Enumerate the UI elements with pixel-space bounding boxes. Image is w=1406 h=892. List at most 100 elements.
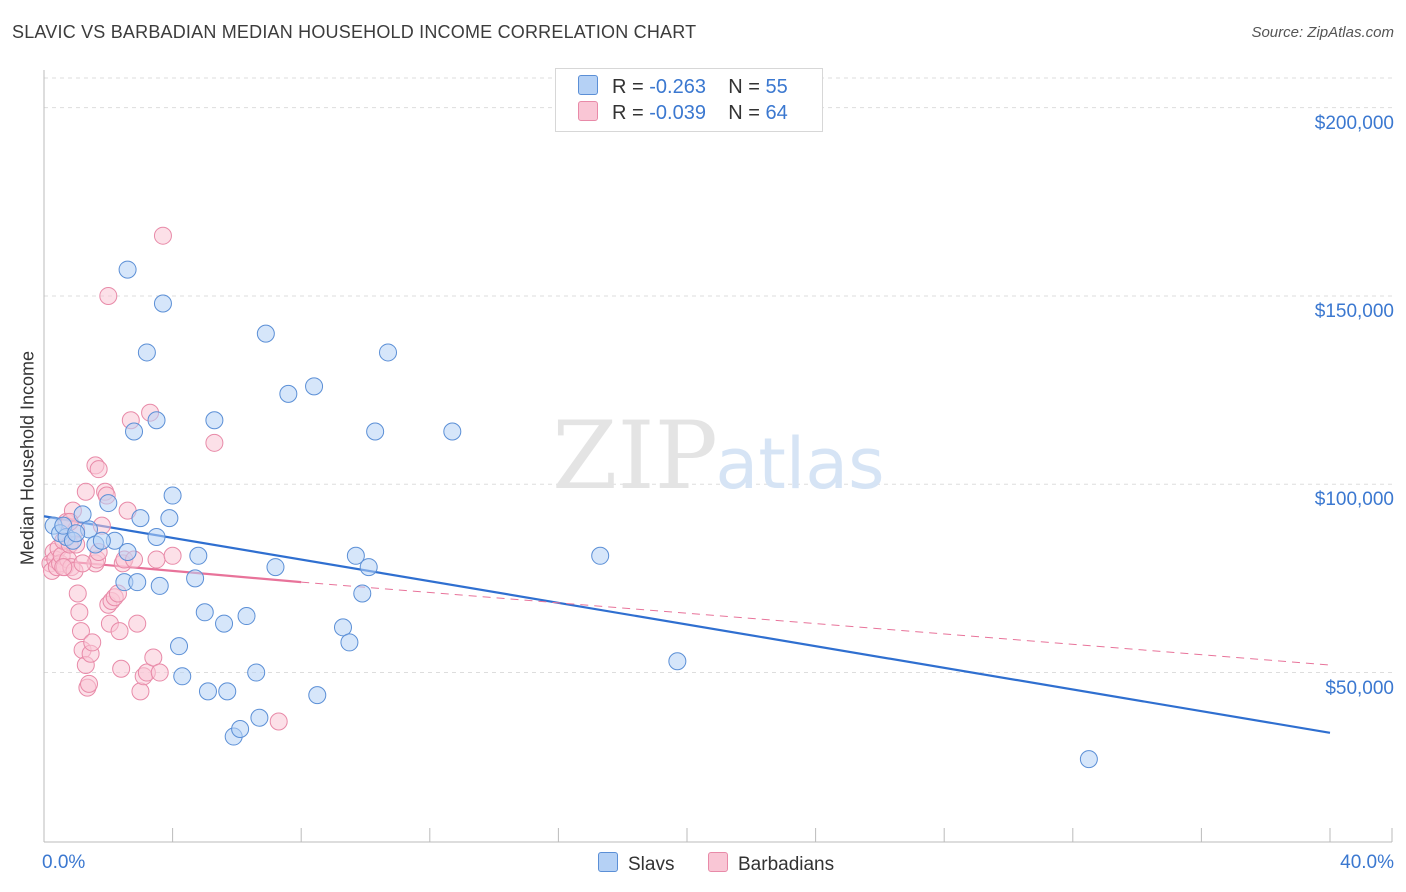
slavs-point (128, 573, 147, 592)
barbadians-point (99, 286, 118, 305)
slavs-point (99, 494, 118, 513)
slavs-point (218, 682, 237, 701)
y-axis-label: Median Household Income (17, 350, 38, 566)
chart-title: SLAVIC VS BARBADIAN MEDIAN HOUSEHOLD INC… (12, 22, 697, 42)
slavs-point (250, 708, 269, 727)
axes (43, 70, 1393, 843)
barbadians-point (147, 550, 166, 569)
legend-row-slavs: R = -0.263 N = 55 (578, 75, 788, 101)
barbadians-point (70, 603, 89, 622)
slavs-point (147, 411, 166, 430)
y-tick-label: $50,000 (1325, 677, 1394, 699)
x-tick-label-min: 0.0% (42, 852, 86, 873)
barbadians-point (71, 622, 90, 641)
slavs-swatch (578, 75, 598, 95)
slavs-point (153, 294, 172, 313)
x-tick-label-max: 40.0% (1340, 852, 1394, 873)
slavs-point (189, 546, 208, 565)
slavs-point (170, 637, 189, 656)
slavs-point (266, 558, 285, 577)
watermark-zip: ZIP (552, 402, 718, 511)
slavs-point (67, 524, 86, 543)
slavs-point (125, 422, 144, 441)
slavs-point (198, 682, 217, 701)
slavs-point (195, 603, 214, 622)
slavs-point (333, 618, 352, 637)
slavs-swatch (598, 852, 618, 872)
slavs-point (353, 584, 372, 603)
legend-r-label: R = (612, 76, 644, 98)
slavs-point (346, 546, 365, 565)
slavs-point (92, 531, 111, 550)
barbadians-point (163, 546, 182, 565)
y-tick-label: $200,000 (1314, 112, 1394, 134)
slavs-point (305, 377, 324, 396)
barbadians-trend-extension (301, 581, 1331, 666)
slavs-point (366, 422, 385, 441)
slavs-point (591, 546, 610, 565)
slavs-point (118, 543, 137, 562)
barbadians-point (269, 712, 288, 731)
slavs-points (44, 260, 1098, 769)
barbadians-point (76, 482, 95, 501)
watermark-atlas: atlas (715, 423, 884, 505)
slavs-point (137, 343, 156, 362)
barbadians-point (205, 433, 224, 452)
barbadians-point (89, 460, 108, 479)
barbadians-point (150, 663, 169, 682)
bottom-legend-slavs: Slavs (598, 852, 674, 876)
slavs-point (237, 607, 256, 626)
barbadians-point (128, 614, 147, 633)
slavs-point (150, 576, 169, 595)
legend-row-barbadians: R = -0.039 N = 64 (578, 101, 788, 127)
slavs-point (131, 509, 150, 528)
slavs-point (256, 324, 275, 343)
barbadians-point (73, 554, 92, 573)
barbadians-point (144, 648, 163, 667)
slavs-point (1079, 750, 1098, 769)
slavs-point (668, 652, 687, 671)
trend-lines (43, 515, 1331, 734)
barbadians-point (54, 558, 73, 577)
barbadians-swatch (708, 852, 728, 872)
bottom-legend-barbadians-label: Barbadians (738, 854, 835, 875)
slavs-trend-line (43, 515, 1331, 734)
correlation-legend: R = -0.263 N = 55 R = -0.039 N = 64 (555, 68, 823, 132)
slavs-point (308, 686, 327, 705)
slavs-point (231, 720, 250, 739)
bottom-legend-slavs-label: Slavs (628, 854, 675, 875)
legend-n-value-barbadians: 64 (765, 102, 788, 124)
watermark: ZIP atlas (552, 402, 884, 511)
legend-r-value-barbadians: -0.039 (649, 102, 706, 124)
bottom-legend-barbadians: Barbadians (708, 852, 834, 876)
barbadians-point (110, 622, 129, 641)
slavs-point (379, 343, 398, 362)
slavs-point (247, 663, 266, 682)
barbadians-points (41, 226, 288, 731)
barbadians-point (153, 226, 172, 245)
slavs-point (160, 509, 179, 528)
barbadians-point (112, 659, 131, 678)
slavs-point (205, 411, 224, 430)
legend-n-label: N = (728, 76, 760, 98)
slavs-point (359, 558, 378, 577)
slavs-point (443, 422, 462, 441)
slavs-point (215, 614, 234, 633)
slavs-point (118, 260, 137, 279)
slavs-point (163, 486, 182, 505)
barbadians-point (80, 674, 99, 693)
grid-lines (44, 77, 1392, 674)
slavs-point (173, 667, 192, 686)
legend-r-value-slavs: -0.263 (649, 76, 706, 98)
slavs-point (186, 569, 205, 588)
slavs-point (73, 505, 92, 524)
barbadians-point (68, 584, 87, 603)
source-label: Source: ZipAtlas.com (1251, 24, 1394, 41)
legend-r-label: R = (612, 102, 644, 124)
barbadians-point (131, 682, 150, 701)
barbadians-point (83, 633, 102, 652)
slavs-point (147, 527, 166, 546)
barbadians-swatch (578, 101, 598, 121)
y-tick-label: $150,000 (1314, 300, 1394, 322)
